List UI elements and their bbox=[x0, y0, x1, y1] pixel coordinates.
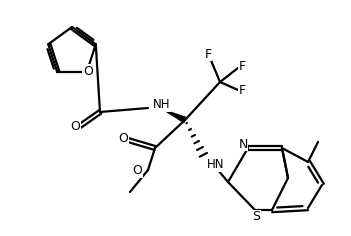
Text: F: F bbox=[204, 47, 212, 60]
Text: O: O bbox=[132, 164, 142, 177]
Text: O: O bbox=[83, 65, 93, 78]
Text: NH: NH bbox=[153, 98, 171, 111]
Text: HN: HN bbox=[207, 159, 225, 172]
Text: N: N bbox=[238, 138, 248, 151]
Text: O: O bbox=[118, 132, 128, 146]
Text: S: S bbox=[252, 211, 260, 223]
Text: F: F bbox=[238, 60, 246, 73]
Text: F: F bbox=[238, 84, 246, 97]
Polygon shape bbox=[164, 110, 186, 122]
Text: O: O bbox=[70, 121, 80, 134]
